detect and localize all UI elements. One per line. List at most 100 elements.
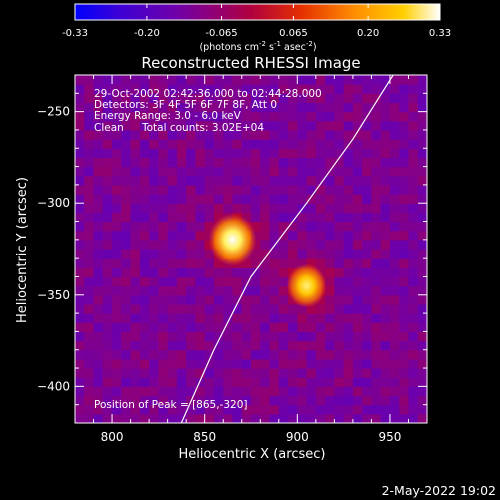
heatmap-cell <box>306 129 317 140</box>
heatmap-cell <box>167 212 178 223</box>
heatmap-cell <box>389 386 400 397</box>
heatmap-cell <box>130 267 141 278</box>
heatmap-cell <box>417 221 427 232</box>
heatmap-cell <box>158 386 169 397</box>
heatmap-cell <box>102 395 113 406</box>
heatmap-cell <box>334 294 345 305</box>
heatmap-cell <box>176 358 187 369</box>
heatmap-cell <box>93 212 104 223</box>
heatmap-cell <box>343 166 354 177</box>
heatmap-cell <box>297 175 308 186</box>
heatmap-cell <box>343 221 354 232</box>
heatmap-cell <box>251 166 261 177</box>
heatmap-cell <box>389 75 400 85</box>
heatmap-cell <box>399 377 410 387</box>
heatmap-cell <box>223 386 234 397</box>
heatmap-cell <box>186 368 197 378</box>
heatmap-cell <box>389 111 400 122</box>
heatmap-cell <box>195 203 206 213</box>
heatmap-cell <box>176 75 187 85</box>
heatmap-cell <box>352 258 363 268</box>
heatmap-cell <box>288 239 298 250</box>
heatmap-cell <box>389 212 400 223</box>
heatmap-cell <box>399 276 410 287</box>
heatmap-cell <box>102 313 113 323</box>
heatmap-cell <box>84 203 95 213</box>
heatmap-cell <box>269 285 280 296</box>
heatmap-cell <box>112 84 122 94</box>
heatmap-cell <box>269 111 280 122</box>
heatmap-cell <box>204 313 215 323</box>
heatmap-cell <box>297 129 308 140</box>
heatmap-cell <box>93 340 104 351</box>
heatmap-cell <box>251 340 261 351</box>
heatmap-cell <box>306 331 317 342</box>
heatmap-cell <box>139 166 150 177</box>
heatmap-cell <box>362 285 373 296</box>
heatmap-cell <box>371 166 382 177</box>
heatmap-cell <box>176 395 187 406</box>
heatmap-cell <box>213 175 224 186</box>
heatmap-cell <box>241 184 252 195</box>
heatmap-cell <box>389 349 400 360</box>
heatmap-cell <box>121 386 132 397</box>
heatmap-cell <box>213 340 224 351</box>
heatmap-cell <box>149 404 159 415</box>
heatmap-cell <box>278 377 289 387</box>
heatmap-cell <box>371 129 382 140</box>
heatmap-cell <box>288 84 298 94</box>
heatmap-cell <box>306 93 317 104</box>
heatmap-cell <box>121 239 132 250</box>
heatmap-cell <box>167 93 178 104</box>
heatmap-cell <box>278 294 289 305</box>
heatmap-cell <box>149 313 159 323</box>
heatmap-cell <box>334 148 345 159</box>
heatmap-cell <box>241 386 252 397</box>
heatmap-cell <box>260 322 271 333</box>
heatmap-cell <box>75 175 85 186</box>
heatmap-cell <box>186 184 197 195</box>
heatmap-cell <box>325 276 335 287</box>
heatmap-cell <box>306 349 317 360</box>
heatmap-cell <box>389 285 400 296</box>
heatmap-cell <box>139 84 150 94</box>
heatmap-cell <box>408 340 419 351</box>
heatmap-cell <box>84 267 95 278</box>
heatmap-cell <box>343 294 354 305</box>
heatmap-cell <box>102 111 113 122</box>
heatmap-cell <box>362 340 373 351</box>
heatmap-cell <box>260 212 271 223</box>
heatmap-cell <box>288 120 298 131</box>
heatmap-cell <box>186 285 197 296</box>
heatmap-cell <box>112 166 122 177</box>
heatmap-cell <box>371 221 382 232</box>
heatmap-cell <box>408 129 419 140</box>
heatmap-cell <box>352 184 363 195</box>
heatmap-cell <box>102 404 113 415</box>
heatmap-cell <box>325 139 335 149</box>
heatmap-cell <box>130 368 141 378</box>
heatmap-cell <box>352 377 363 387</box>
heatmap-cell <box>352 148 363 159</box>
heatmap-cell <box>399 194 410 204</box>
heatmap-cell <box>352 340 363 351</box>
heatmap-cell <box>102 184 113 195</box>
heatmap-cell <box>139 276 150 287</box>
heatmap-cell <box>352 331 363 342</box>
heatmap-cell <box>158 395 169 406</box>
heatmap-cell <box>149 129 159 140</box>
heatmap-cell <box>149 368 159 378</box>
heatmap-cell <box>315 249 326 259</box>
x-tick-label: 950 <box>378 430 401 444</box>
heatmap-cell <box>399 184 410 195</box>
heatmap-cell <box>112 249 122 259</box>
heatmap-cell <box>380 322 391 333</box>
heatmap-cell <box>204 175 215 186</box>
heatmap-cell <box>362 166 373 177</box>
heatmap-cell <box>204 322 215 333</box>
heatmap-cell <box>121 249 132 259</box>
heatmap-cell <box>195 395 206 406</box>
heatmap-cell <box>334 184 345 195</box>
heatmap-cell <box>186 313 197 323</box>
heatmap-cell <box>334 212 345 223</box>
